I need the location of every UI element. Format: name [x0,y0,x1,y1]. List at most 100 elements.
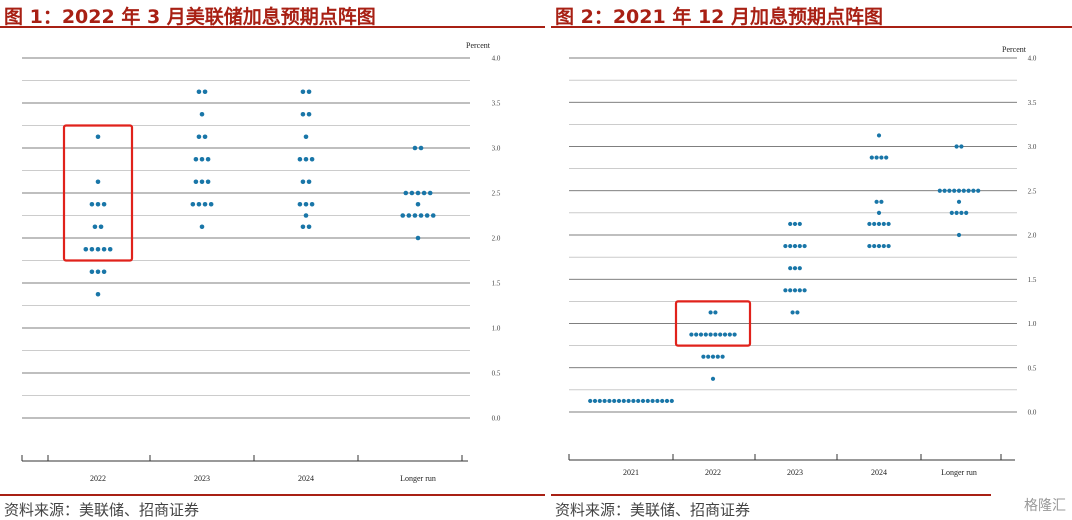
dot-marker [306,224,312,230]
dot-marker [881,243,886,249]
dot-marker [792,243,798,249]
y-tick-label: 3.5 [1028,99,1037,107]
dot-marker [874,199,879,204]
dot-marker [306,89,312,95]
dot-marker [783,243,788,249]
dot-marker [660,398,665,404]
dot-marker [879,199,884,204]
dot-marker [95,201,101,207]
dot-marker [306,111,312,117]
x-category-label: Longer run [400,474,436,483]
dot-marker [703,332,708,337]
dot-marker [956,188,962,193]
dot-marker [722,332,728,337]
dot-marker [199,179,205,185]
x-category-label: 2024 [871,468,887,477]
dot-marker [701,354,706,359]
dot-marker [720,354,725,359]
dot-marker [706,354,711,359]
dot-marker [710,354,716,359]
dot-marker [713,310,718,315]
panel-title: 图 2：2021 年 12 月加息预期点阵图 [555,6,884,28]
dot-marker [881,221,886,227]
dot-marker [886,221,891,227]
dot-marker [202,201,208,207]
highlight-box [674,300,752,347]
dot-marker [400,213,406,218]
dot-marker [89,201,95,207]
dot-marker [655,398,660,404]
dot-marker [297,201,303,207]
dot-marker [300,179,306,185]
dot-marker [949,210,954,215]
x-category-label: 2024 [298,474,314,483]
y-tick-label: 2.5 [492,190,501,198]
dot-marker [412,213,418,218]
dot-plot-chart: Percent 0.0 0.5 1.0 1.5 2.0 2.5 3.0 3.5 4.0 2022 20… [21,41,501,483]
dot-marker [802,288,807,293]
dot-marker [872,221,877,227]
y-tick-label: 1.5 [492,280,501,288]
dot-marker [95,179,101,185]
dot-marker [95,269,101,275]
dot-marker [797,243,802,249]
dot-marker [193,156,199,162]
dot-marker [715,354,720,359]
dot-marker [300,111,306,117]
y-tick-label: 3.5 [492,100,501,108]
title-divider [551,26,1072,28]
dot-marker [196,134,202,140]
dot-marker [427,190,433,196]
dot-marker [645,398,650,404]
y-axis-unit: Percent [466,41,491,50]
dot-marker [409,190,415,196]
dot-marker [92,224,98,230]
dot-marker [415,190,421,196]
y-tick-label: 3.0 [492,145,501,153]
dot-marker [694,332,699,337]
y-tick-label: 0.0 [492,415,501,423]
y-tick-label: 0.5 [1028,364,1037,372]
dot-marker [727,332,732,337]
dot-marker [640,398,646,404]
dot-marker [795,310,800,315]
y-tick-label: 2.0 [492,235,501,243]
dot-marker [698,332,704,337]
dot-marker [300,89,306,95]
dot-marker [107,246,113,252]
dot-marker [588,398,593,404]
dot-marker [95,134,101,140]
dot-marker [708,310,713,315]
dot-marker [954,144,959,149]
dot-marker [971,188,976,193]
dot-marker [884,155,889,160]
dot-marker [89,269,95,275]
dot-marker [947,188,952,193]
x-category-label: Longer run [941,468,977,477]
dot-marker [790,310,795,315]
dot-marker [303,201,309,207]
dot-marker [942,188,947,193]
dot-marker [597,398,602,404]
dot-marker [415,235,421,241]
y-axis-unit: Percent [1002,45,1027,54]
dot-marker [802,243,807,249]
dot-marker [876,243,882,249]
dot-marker [937,188,942,193]
dot-marker [205,179,211,185]
dot-plot-chart: Percent 0.0 0.5 1.0 1.5 2.0 2.5 3.0 3.5 4.0 2021 20… [568,45,1037,477]
dot-marker [867,243,872,249]
dot-marker [964,210,969,215]
dot-marker [205,156,211,162]
dot-marker [196,201,202,207]
dot-marker [101,269,107,275]
dot-marker [669,398,674,404]
dot-marker [101,246,107,252]
y-tick-label: 0.5 [492,370,501,378]
dot-marker [788,266,793,271]
title-divider [0,26,545,28]
dot-marker [713,332,718,337]
dot-marker [959,210,964,215]
dot-marker [959,144,964,149]
dot-marker [303,156,309,162]
